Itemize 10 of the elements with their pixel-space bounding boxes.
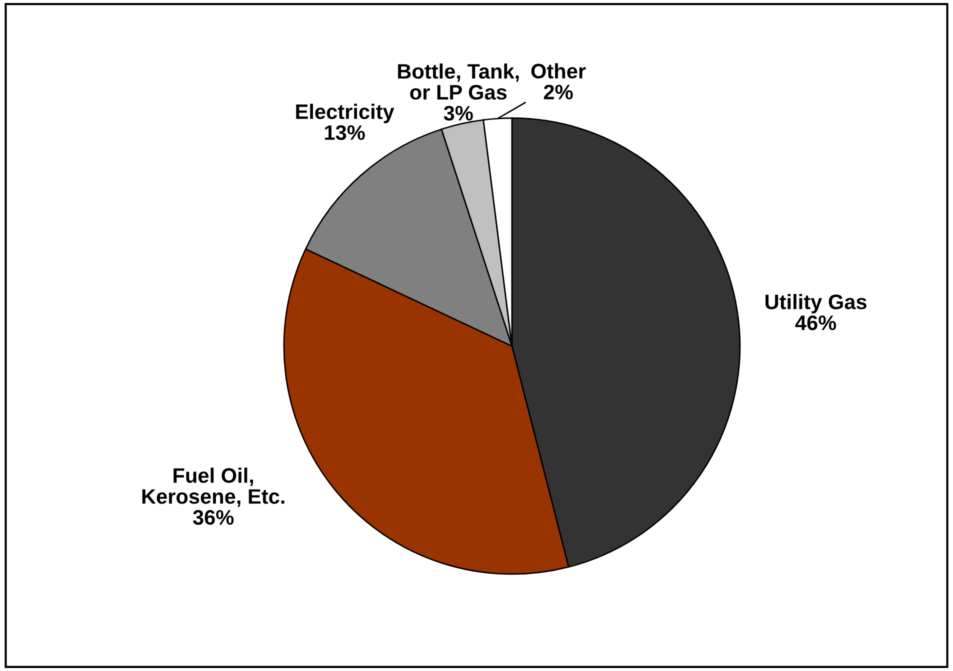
data-label: 13% [325, 125, 365, 140]
data-label: 36% [192, 510, 234, 525]
slice-label: Bottle, Tank, or LP Gas [398, 63, 519, 100]
slice-label: Fuel Oil, Kerosene, Etc. [142, 468, 284, 507]
slice-label: Other [531, 63, 586, 79]
data-label: 2% [544, 84, 573, 100]
slice-label: Utility Gas [766, 294, 866, 314]
slice-label: Electricity [296, 104, 394, 124]
data-label: 3% [444, 106, 473, 121]
data-label: 46% [795, 315, 836, 330]
